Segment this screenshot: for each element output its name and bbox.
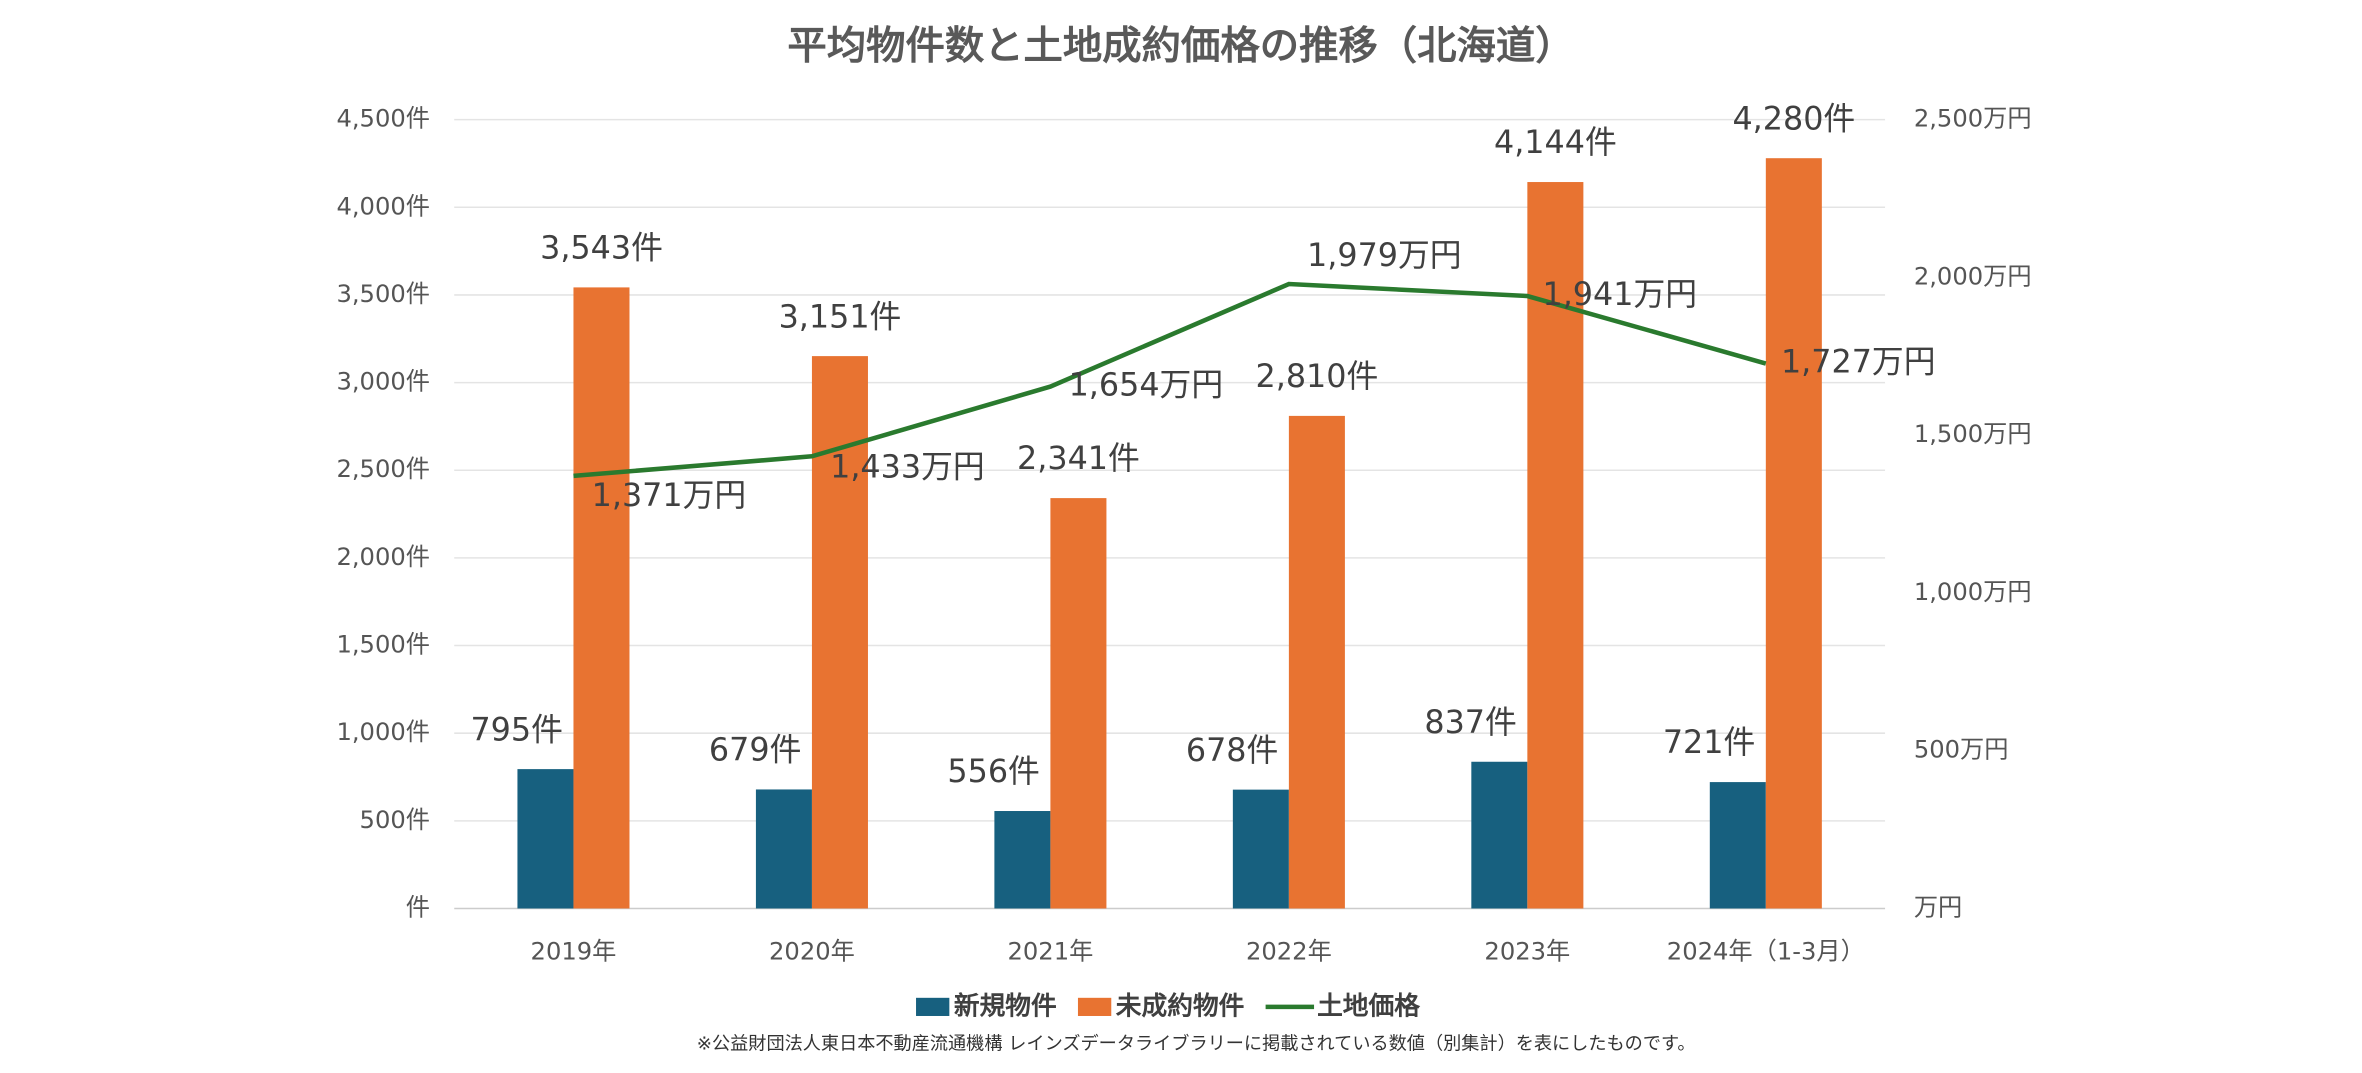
bar xyxy=(1232,789,1289,909)
x-tick-label: 2023年 xyxy=(1484,937,1570,965)
bar xyxy=(573,287,630,909)
line xyxy=(573,281,1767,479)
data-label: 678件 xyxy=(1186,732,1278,769)
line-label: 1,727万円 xyxy=(1781,344,1936,381)
data-label: 679件 xyxy=(709,732,801,769)
bar xyxy=(1765,158,1822,909)
data-label: 556件 xyxy=(947,753,1039,790)
y-tick-label: 4,500件 xyxy=(336,105,430,133)
bar xyxy=(1288,415,1345,909)
data-label: 721件 xyxy=(1663,724,1755,761)
chart-title: 平均物件数と土地成約価格の推移（北海道） xyxy=(787,23,1574,69)
data-label: 3,151件 xyxy=(779,298,902,335)
legend-swatch xyxy=(916,997,950,1016)
legend-label: 未成約物件 xyxy=(1116,990,1245,1021)
legend-swatch xyxy=(1077,997,1112,1016)
line-label: 1,941万円 xyxy=(1542,276,1697,313)
bar xyxy=(1050,498,1107,909)
line-label: 1,433万円 xyxy=(830,448,985,485)
y-tick-label: 4,000件 xyxy=(336,192,430,220)
y-tick-label: 件 xyxy=(406,893,430,921)
y2-tick-label: 万円 xyxy=(1914,893,1962,921)
line-label: 1,371万円 xyxy=(592,477,747,514)
y2-tick-label: 1,500万円 xyxy=(1914,420,2032,448)
line-label: 1,979万円 xyxy=(1307,237,1462,274)
y-tick-label: 2,500件 xyxy=(336,455,430,483)
data-label: 3,543件 xyxy=(540,230,663,267)
y2-tick-label: 2,000万円 xyxy=(1914,262,2032,290)
data-label: 2,341件 xyxy=(1017,440,1140,477)
bar xyxy=(755,789,812,909)
x-tick-label: 2021年 xyxy=(1007,937,1093,965)
y-tick-label: 500件 xyxy=(360,806,430,834)
data-label: 4,144件 xyxy=(1494,124,1617,161)
x-tick-label: 2024年（1-3月） xyxy=(1667,937,1865,965)
y-tick-label: 1,500件 xyxy=(336,631,430,659)
legend-label: 土地価格 xyxy=(1317,990,1420,1021)
data-label: 795件 xyxy=(470,711,562,748)
bar xyxy=(517,769,574,909)
y2-tick-label: 2,500万円 xyxy=(1914,105,2032,133)
y-tick-label: 1,000件 xyxy=(336,718,430,746)
y-tick-label: 3,000件 xyxy=(336,368,430,396)
bar xyxy=(811,356,868,909)
y2-tick-label: 500万円 xyxy=(1914,736,2009,764)
footnote: ※公益財団法人東日本不動産流通機構 レインズデータライブラリーに掲載されている数… xyxy=(697,1033,1696,1055)
line-label: 1,654万円 xyxy=(1069,367,1224,404)
y2-tick-label: 1,000万円 xyxy=(1914,578,2032,606)
bar xyxy=(1709,782,1766,909)
x-tick-label: 2022年 xyxy=(1246,937,1332,965)
x-tick-label: 2020年 xyxy=(769,937,855,965)
bar xyxy=(1471,761,1528,909)
x-tick-label: 2019年 xyxy=(531,937,617,965)
data-label: 837件 xyxy=(1424,704,1516,741)
data-label: 2,810件 xyxy=(1256,358,1379,395)
data-label: 4,280件 xyxy=(1732,100,1855,137)
y-tick-label: 2,000件 xyxy=(336,543,430,571)
legend-label: 新規物件 xyxy=(954,990,1057,1021)
y-tick-label: 3,500件 xyxy=(336,280,430,308)
bar xyxy=(994,811,1051,909)
